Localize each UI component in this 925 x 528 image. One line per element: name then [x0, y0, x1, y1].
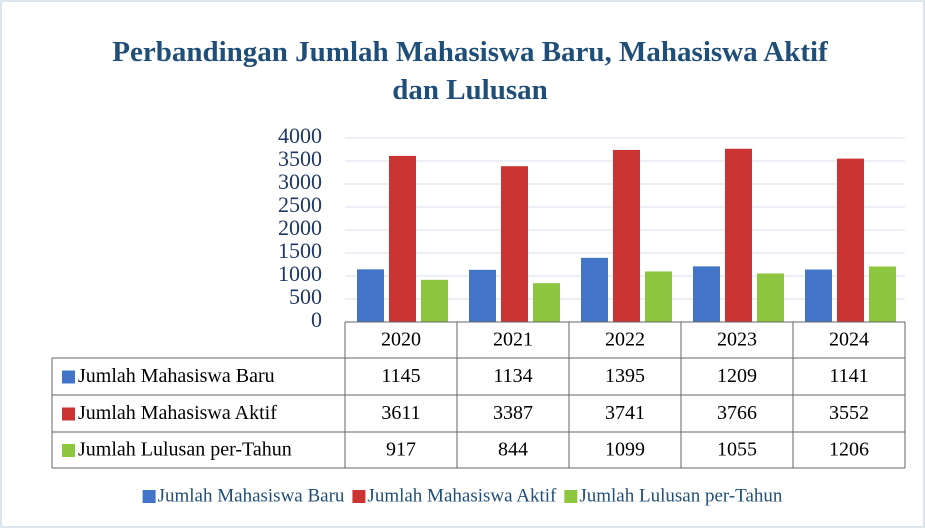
x-tick-label: 2020: [381, 329, 421, 351]
table-cell: 3611: [381, 402, 420, 424]
bar: [501, 166, 528, 322]
table-legend-key: [62, 370, 75, 384]
table-cell: 917: [386, 439, 416, 461]
y-tick-label: 4000: [278, 123, 322, 148]
bar: [581, 257, 608, 322]
table-cell: 1134: [493, 365, 532, 387]
y-tick-label: 0: [311, 307, 322, 332]
table-cell: 1055: [717, 439, 757, 461]
y-tick-label: 2500: [278, 192, 322, 217]
legend-key: [142, 490, 156, 503]
y-tick-label: 2000: [278, 215, 322, 240]
table-cell: 844: [498, 439, 528, 461]
table-cell: 3552: [829, 402, 869, 424]
y-tick-label: 500: [289, 284, 322, 309]
table-cell: 1099: [605, 439, 645, 461]
table-row-header: Jumlah Lulusan per-Tahun: [78, 439, 292, 461]
table-cell: 1395: [605, 365, 645, 387]
bar: [389, 155, 416, 322]
y-tick-label: 1500: [278, 238, 322, 263]
table-cell: 3387: [493, 402, 533, 424]
bar: [869, 266, 896, 322]
table-cell: 3741: [605, 402, 645, 424]
table-row-header: Jumlah Mahasiswa Aktif: [78, 402, 277, 424]
legend: Jumlah Mahasiswa Baru Jumlah Mahasiswa Ak…: [142, 485, 783, 506]
legend-key: [564, 490, 578, 503]
bar: [757, 273, 784, 322]
y-tick-label: 3000: [278, 169, 322, 194]
bar: [613, 149, 640, 322]
chart-title: Perbandingan Jumlah Mahasiswa Baru, Maha…: [112, 36, 828, 106]
y-tick-label: 3500: [278, 146, 322, 171]
table-cell: 1206: [829, 439, 869, 461]
bar: [805, 269, 832, 322]
table-legend-key: [62, 444, 75, 457]
table-legend-key: [62, 407, 75, 421]
legend-label: Jumlah Lulusan per-Tahun: [579, 485, 783, 506]
bar: [421, 279, 448, 322]
bar: [693, 266, 720, 322]
bar: [725, 148, 752, 322]
bar: [837, 158, 864, 322]
table-cell: 1141: [829, 365, 868, 387]
legend-label: Jumlah Mahasiswa Aktif: [367, 485, 557, 506]
bar: [357, 269, 384, 322]
bar: [645, 271, 672, 322]
x-tick-label: 2022: [605, 329, 645, 351]
y-tick-label: 1000: [278, 261, 322, 286]
legend-label: Jumlah Mahasiswa Baru: [158, 485, 345, 506]
x-tick-label: 2024: [829, 329, 869, 351]
x-tick-label: 2023: [717, 329, 757, 351]
x-tick-label: 2021: [493, 329, 533, 351]
table-cell: 1145: [381, 365, 420, 387]
bar: [469, 269, 496, 322]
table-row-header: Jumlah Mahasiswa Baru: [78, 365, 275, 387]
bar: [533, 283, 560, 322]
table-cell: 3766: [717, 402, 757, 424]
legend-key: [352, 490, 366, 503]
table-cell: 1209: [717, 365, 757, 387]
